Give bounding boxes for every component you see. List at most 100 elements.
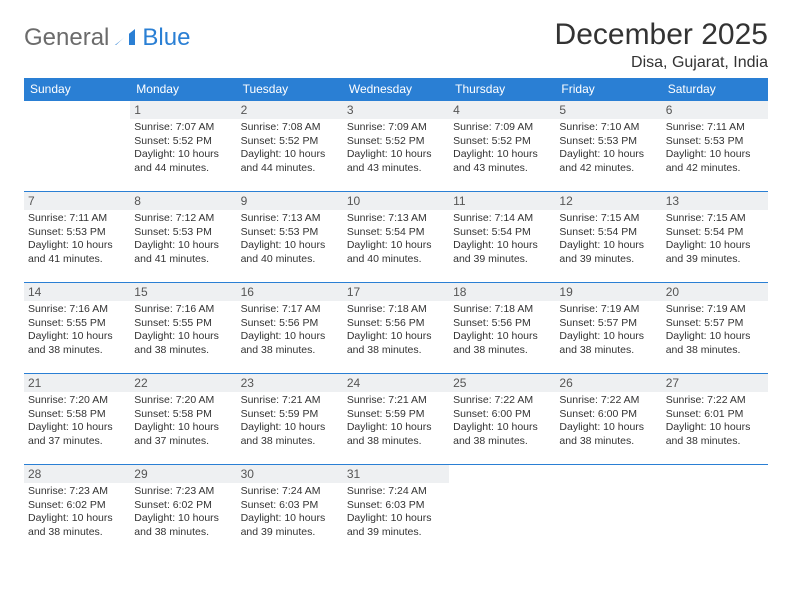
sunrise-text: Sunrise: 7:23 AM: [28, 485, 126, 499]
day-details: Sunrise: 7:18 AMSunset: 5:56 PMDaylight:…: [449, 301, 555, 362]
weekday-header: Wednesday: [343, 78, 449, 101]
sunset-text: Sunset: 6:00 PM: [453, 408, 551, 422]
calendar-day-cell: 24Sunrise: 7:21 AMSunset: 5:59 PMDayligh…: [343, 374, 449, 465]
sunset-text: Sunset: 5:53 PM: [28, 226, 126, 240]
calendar-day-cell: [449, 465, 555, 556]
sunset-text: Sunset: 5:56 PM: [241, 317, 339, 331]
sunrise-text: Sunrise: 7:11 AM: [28, 212, 126, 226]
sunrise-text: Sunrise: 7:19 AM: [666, 303, 764, 317]
sunrise-text: Sunrise: 7:20 AM: [134, 394, 232, 408]
sunrise-text: Sunrise: 7:11 AM: [666, 121, 764, 135]
calendar-day-cell: 27Sunrise: 7:22 AMSunset: 6:01 PMDayligh…: [662, 374, 768, 465]
day-number: 17: [343, 283, 449, 301]
day-number: 26: [555, 374, 661, 392]
daylight-text: Daylight: 10 hours and 43 minutes.: [347, 148, 445, 175]
calendar-day-cell: 22Sunrise: 7:20 AMSunset: 5:58 PMDayligh…: [130, 374, 236, 465]
calendar-table: Sunday Monday Tuesday Wednesday Thursday…: [24, 78, 768, 556]
calendar-week-row: 21Sunrise: 7:20 AMSunset: 5:58 PMDayligh…: [24, 374, 768, 465]
day-details: Sunrise: 7:19 AMSunset: 5:57 PMDaylight:…: [555, 301, 661, 362]
sunset-text: Sunset: 5:54 PM: [453, 226, 551, 240]
day-number: 29: [130, 465, 236, 483]
day-details: Sunrise: 7:07 AMSunset: 5:52 PMDaylight:…: [130, 119, 236, 180]
day-details: Sunrise: 7:10 AMSunset: 5:53 PMDaylight:…: [555, 119, 661, 180]
sunset-text: Sunset: 5:52 PM: [347, 135, 445, 149]
sunset-text: Sunset: 5:53 PM: [134, 226, 232, 240]
sunset-text: Sunset: 5:54 PM: [347, 226, 445, 240]
calendar-week-row: 7Sunrise: 7:11 AMSunset: 5:53 PMDaylight…: [24, 192, 768, 283]
month-title: December 2025: [555, 18, 768, 52]
sunset-text: Sunset: 6:03 PM: [347, 499, 445, 513]
sunset-text: Sunset: 6:00 PM: [559, 408, 657, 422]
calendar-day-cell: 25Sunrise: 7:22 AMSunset: 6:00 PMDayligh…: [449, 374, 555, 465]
sunrise-text: Sunrise: 7:09 AM: [347, 121, 445, 135]
calendar-day-cell: 20Sunrise: 7:19 AMSunset: 5:57 PMDayligh…: [662, 283, 768, 374]
sunrise-text: Sunrise: 7:18 AM: [347, 303, 445, 317]
daylight-text: Daylight: 10 hours and 44 minutes.: [241, 148, 339, 175]
calendar-head: Sunday Monday Tuesday Wednesday Thursday…: [24, 78, 768, 101]
daylight-text: Daylight: 10 hours and 38 minutes.: [241, 330, 339, 357]
sunrise-text: Sunrise: 7:20 AM: [28, 394, 126, 408]
calendar-day-cell: 13Sunrise: 7:15 AMSunset: 5:54 PMDayligh…: [662, 192, 768, 283]
calendar-day-cell: 23Sunrise: 7:21 AMSunset: 5:59 PMDayligh…: [237, 374, 343, 465]
daylight-text: Daylight: 10 hours and 42 minutes.: [559, 148, 657, 175]
daylight-text: Daylight: 10 hours and 38 minutes.: [241, 421, 339, 448]
calendar-day-cell: 6Sunrise: 7:11 AMSunset: 5:53 PMDaylight…: [662, 101, 768, 192]
logo-sail-icon: [115, 27, 137, 50]
sunset-text: Sunset: 5:52 PM: [453, 135, 551, 149]
sunrise-text: Sunrise: 7:13 AM: [241, 212, 339, 226]
calendar-day-cell: 3Sunrise: 7:09 AMSunset: 5:52 PMDaylight…: [343, 101, 449, 192]
day-number: 13: [662, 192, 768, 210]
day-number: 23: [237, 374, 343, 392]
calendar-week-row: 1Sunrise: 7:07 AMSunset: 5:52 PMDaylight…: [24, 101, 768, 192]
day-details: Sunrise: 7:18 AMSunset: 5:56 PMDaylight:…: [343, 301, 449, 362]
daylight-text: Daylight: 10 hours and 41 minutes.: [134, 239, 232, 266]
day-details: Sunrise: 7:17 AMSunset: 5:56 PMDaylight:…: [237, 301, 343, 362]
day-number: 30: [237, 465, 343, 483]
day-number: 31: [343, 465, 449, 483]
day-details: Sunrise: 7:20 AMSunset: 5:58 PMDaylight:…: [130, 392, 236, 453]
sunrise-text: Sunrise: 7:07 AM: [134, 121, 232, 135]
daylight-text: Daylight: 10 hours and 38 minutes.: [666, 330, 764, 357]
day-details: Sunrise: 7:09 AMSunset: 5:52 PMDaylight:…: [449, 119, 555, 180]
calendar-day-cell: 18Sunrise: 7:18 AMSunset: 5:56 PMDayligh…: [449, 283, 555, 374]
daylight-text: Daylight: 10 hours and 38 minutes.: [559, 330, 657, 357]
day-details: Sunrise: 7:11 AMSunset: 5:53 PMDaylight:…: [662, 119, 768, 180]
daylight-text: Daylight: 10 hours and 41 minutes.: [28, 239, 126, 266]
day-number: 20: [662, 283, 768, 301]
daylight-text: Daylight: 10 hours and 38 minutes.: [559, 421, 657, 448]
day-details: Sunrise: 7:15 AMSunset: 5:54 PMDaylight:…: [555, 210, 661, 271]
day-details: Sunrise: 7:22 AMSunset: 6:00 PMDaylight:…: [555, 392, 661, 453]
calendar-day-cell: 2Sunrise: 7:08 AMSunset: 5:52 PMDaylight…: [237, 101, 343, 192]
sunrise-text: Sunrise: 7:22 AM: [453, 394, 551, 408]
day-number: 14: [24, 283, 130, 301]
day-details: Sunrise: 7:24 AMSunset: 6:03 PMDaylight:…: [237, 483, 343, 544]
daylight-text: Daylight: 10 hours and 38 minutes.: [134, 512, 232, 539]
day-details: Sunrise: 7:13 AMSunset: 5:53 PMDaylight:…: [237, 210, 343, 271]
day-number: 25: [449, 374, 555, 392]
day-number: 22: [130, 374, 236, 392]
calendar-day-cell: 28Sunrise: 7:23 AMSunset: 6:02 PMDayligh…: [24, 465, 130, 556]
calendar-day-cell: 8Sunrise: 7:12 AMSunset: 5:53 PMDaylight…: [130, 192, 236, 283]
calendar-day-cell: 15Sunrise: 7:16 AMSunset: 5:55 PMDayligh…: [130, 283, 236, 374]
sunset-text: Sunset: 5:53 PM: [241, 226, 339, 240]
calendar-day-cell: 10Sunrise: 7:13 AMSunset: 5:54 PMDayligh…: [343, 192, 449, 283]
sunrise-text: Sunrise: 7:10 AM: [559, 121, 657, 135]
sunset-text: Sunset: 6:02 PM: [28, 499, 126, 513]
day-number: 18: [449, 283, 555, 301]
daylight-text: Daylight: 10 hours and 43 minutes.: [453, 148, 551, 175]
sunrise-text: Sunrise: 7:13 AM: [347, 212, 445, 226]
day-number: 8: [130, 192, 236, 210]
calendar-day-cell: 30Sunrise: 7:24 AMSunset: 6:03 PMDayligh…: [237, 465, 343, 556]
day-number: 1: [130, 101, 236, 119]
daylight-text: Daylight: 10 hours and 38 minutes.: [666, 421, 764, 448]
daylight-text: Daylight: 10 hours and 44 minutes.: [134, 148, 232, 175]
sunset-text: Sunset: 5:58 PM: [134, 408, 232, 422]
weekday-header: Monday: [130, 78, 236, 101]
sunset-text: Sunset: 5:53 PM: [666, 135, 764, 149]
sunrise-text: Sunrise: 7:17 AM: [241, 303, 339, 317]
calendar-day-cell: 16Sunrise: 7:17 AMSunset: 5:56 PMDayligh…: [237, 283, 343, 374]
daylight-text: Daylight: 10 hours and 38 minutes.: [453, 330, 551, 357]
sunset-text: Sunset: 6:03 PM: [241, 499, 339, 513]
day-details: Sunrise: 7:23 AMSunset: 6:02 PMDaylight:…: [130, 483, 236, 544]
sunrise-text: Sunrise: 7:15 AM: [559, 212, 657, 226]
